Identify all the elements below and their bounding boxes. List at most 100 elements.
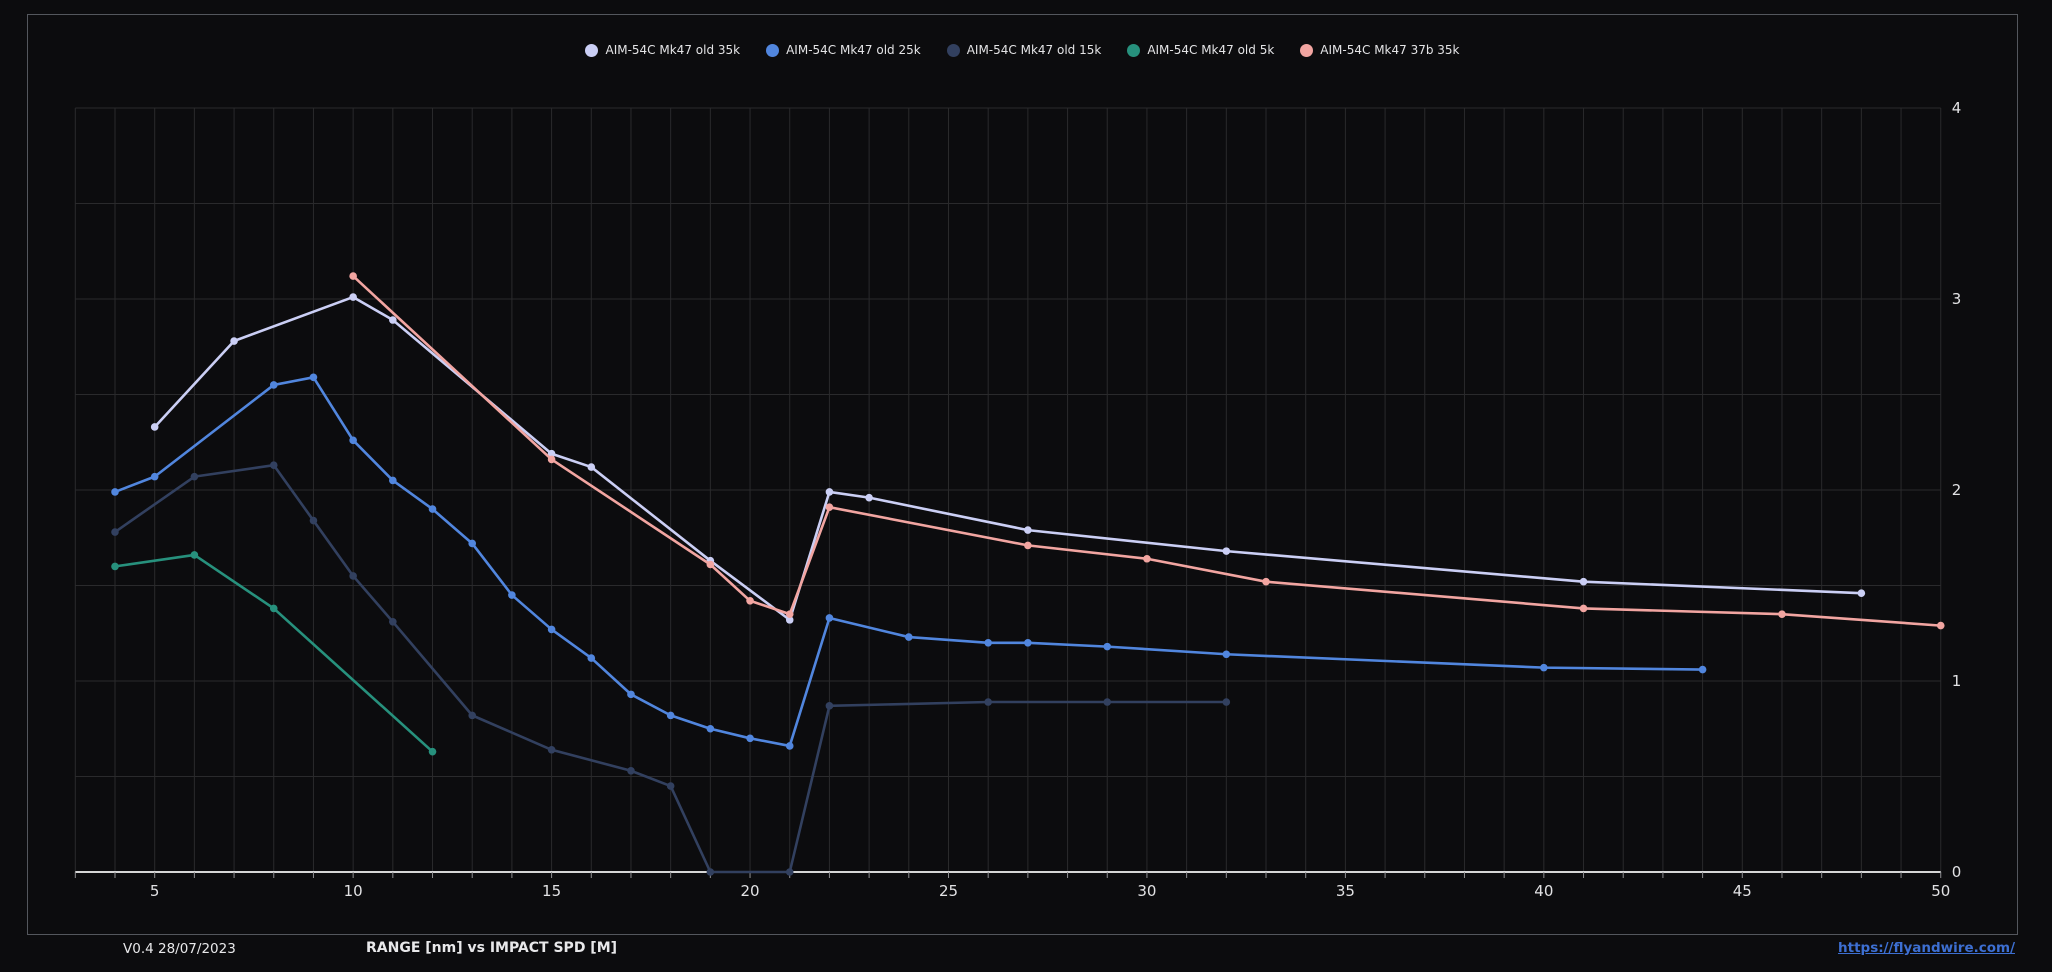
series-line (351, 274, 1943, 627)
data-point[interactable] (547, 449, 556, 458)
legend-item[interactable]: AIM-54C Mk47 old 35k (585, 43, 740, 57)
data-point[interactable] (1579, 604, 1588, 613)
data-point[interactable] (230, 337, 238, 345)
data-point[interactable] (587, 654, 596, 662)
x-tick-label: 40 (1534, 882, 1553, 900)
data-point[interactable] (111, 488, 119, 496)
data-point[interactable] (785, 742, 794, 750)
data-point[interactable] (389, 617, 397, 626)
y-tick-label: 1 (1952, 672, 1962, 690)
data-point[interactable] (468, 711, 477, 720)
data-point[interactable] (1222, 698, 1231, 706)
legend-item[interactable]: AIM-54C Mk47 old 15k (946, 43, 1102, 57)
data-point[interactable] (309, 516, 318, 525)
data-point[interactable] (111, 562, 119, 571)
data-point[interactable] (349, 272, 357, 280)
data-point[interactable] (1103, 698, 1112, 706)
data-point[interactable] (1024, 526, 1032, 534)
data-point[interactable] (349, 293, 357, 301)
data-point[interactable] (825, 702, 834, 710)
legend-swatch-icon (946, 43, 960, 57)
chart-legend: AIM-54C Mk47 old 35k AIM-54C Mk47 old 25k… (28, 43, 2017, 57)
data-point[interactable] (1778, 610, 1786, 618)
data-point[interactable] (508, 591, 516, 599)
legend-item[interactable]: AIM-54C Mk47 old 5k (1127, 43, 1274, 57)
data-point[interactable] (825, 488, 834, 496)
data-point[interactable] (627, 766, 635, 775)
data-point[interactable] (389, 476, 397, 485)
data-point[interactable] (666, 711, 675, 720)
data-point[interactable] (269, 381, 278, 389)
data-point[interactable] (1024, 639, 1032, 647)
legend-label: AIM-54C Mk47 old 15k (966, 43, 1102, 57)
data-point[interactable] (785, 868, 794, 876)
data-point[interactable] (706, 868, 715, 876)
legend-item[interactable]: AIM-54C Mk47 37b 35k (1300, 43, 1460, 57)
legend-label: AIM-54C Mk47 37b 35k (1320, 43, 1460, 57)
x-tick-label: 10 (344, 882, 363, 900)
data-point[interactable] (269, 604, 278, 613)
data-point[interactable] (547, 455, 556, 464)
data-point[interactable] (1540, 663, 1548, 672)
data-point[interactable] (865, 493, 873, 502)
x-tick-label: 20 (740, 882, 759, 900)
data-point[interactable] (389, 316, 397, 324)
data-point[interactable] (1857, 589, 1866, 597)
data-point[interactable] (547, 745, 556, 754)
y-tick-label: 4 (1952, 99, 1962, 117)
data-point[interactable] (1262, 577, 1270, 586)
legend-swatch-icon (585, 43, 599, 57)
y-tick-label: 3 (1952, 290, 1962, 308)
data-point[interactable] (746, 734, 754, 743)
series-line (113, 463, 1228, 874)
data-point[interactable] (785, 616, 794, 624)
footer-link[interactable]: https://flyandwire.com/ (1838, 940, 2015, 956)
x-tick-label: 25 (939, 882, 958, 900)
series-line (113, 553, 434, 753)
data-point[interactable] (190, 472, 199, 481)
data-point[interactable] (269, 461, 278, 469)
data-point[interactable] (984, 639, 992, 647)
data-point[interactable] (1698, 665, 1707, 674)
data-point[interactable] (190, 551, 199, 559)
data-point[interactable] (627, 690, 635, 699)
data-point[interactable] (785, 610, 794, 618)
data-point[interactable] (666, 782, 675, 790)
x-tick-label: 45 (1733, 882, 1752, 900)
data-point[interactable] (349, 572, 357, 580)
data-point[interactable] (1936, 621, 1945, 630)
data-point[interactable] (1024, 541, 1032, 550)
data-point[interactable] (825, 503, 834, 511)
data-point[interactable] (150, 472, 159, 481)
legend-label: AIM-54C Mk47 old 35k (605, 43, 741, 57)
data-point[interactable] (905, 633, 913, 641)
data-point[interactable] (587, 463, 596, 471)
data-point[interactable] (825, 614, 834, 622)
data-point[interactable] (468, 539, 477, 548)
data-point[interactable] (1143, 554, 1151, 563)
legend-label: AIM-54C Mk47 old 25k (786, 43, 921, 57)
data-point[interactable] (706, 560, 715, 569)
data-point[interactable] (984, 698, 992, 706)
legend-swatch-icon (1127, 43, 1141, 57)
data-point[interactable] (1222, 650, 1231, 659)
y-tick-label: 2 (1952, 481, 1962, 499)
data-point[interactable] (309, 373, 318, 382)
data-point[interactable] (349, 436, 357, 445)
legend-swatch-icon (766, 43, 780, 57)
data-point[interactable] (547, 625, 556, 634)
data-point[interactable] (428, 505, 437, 513)
x-tick-label: 35 (1336, 882, 1355, 900)
data-point[interactable] (1103, 642, 1112, 651)
series-line (113, 376, 1704, 748)
data-point[interactable] (706, 724, 715, 733)
data-point[interactable] (1579, 577, 1588, 586)
data-point[interactable] (746, 596, 754, 605)
data-point[interactable] (428, 747, 437, 756)
legend-item[interactable]: AIM-54C Mk47 old 25k (766, 43, 921, 57)
data-point[interactable] (111, 528, 119, 536)
data-point[interactable] (150, 423, 159, 431)
data-point[interactable] (1222, 547, 1231, 555)
x-tick-label: 50 (1931, 882, 1950, 900)
